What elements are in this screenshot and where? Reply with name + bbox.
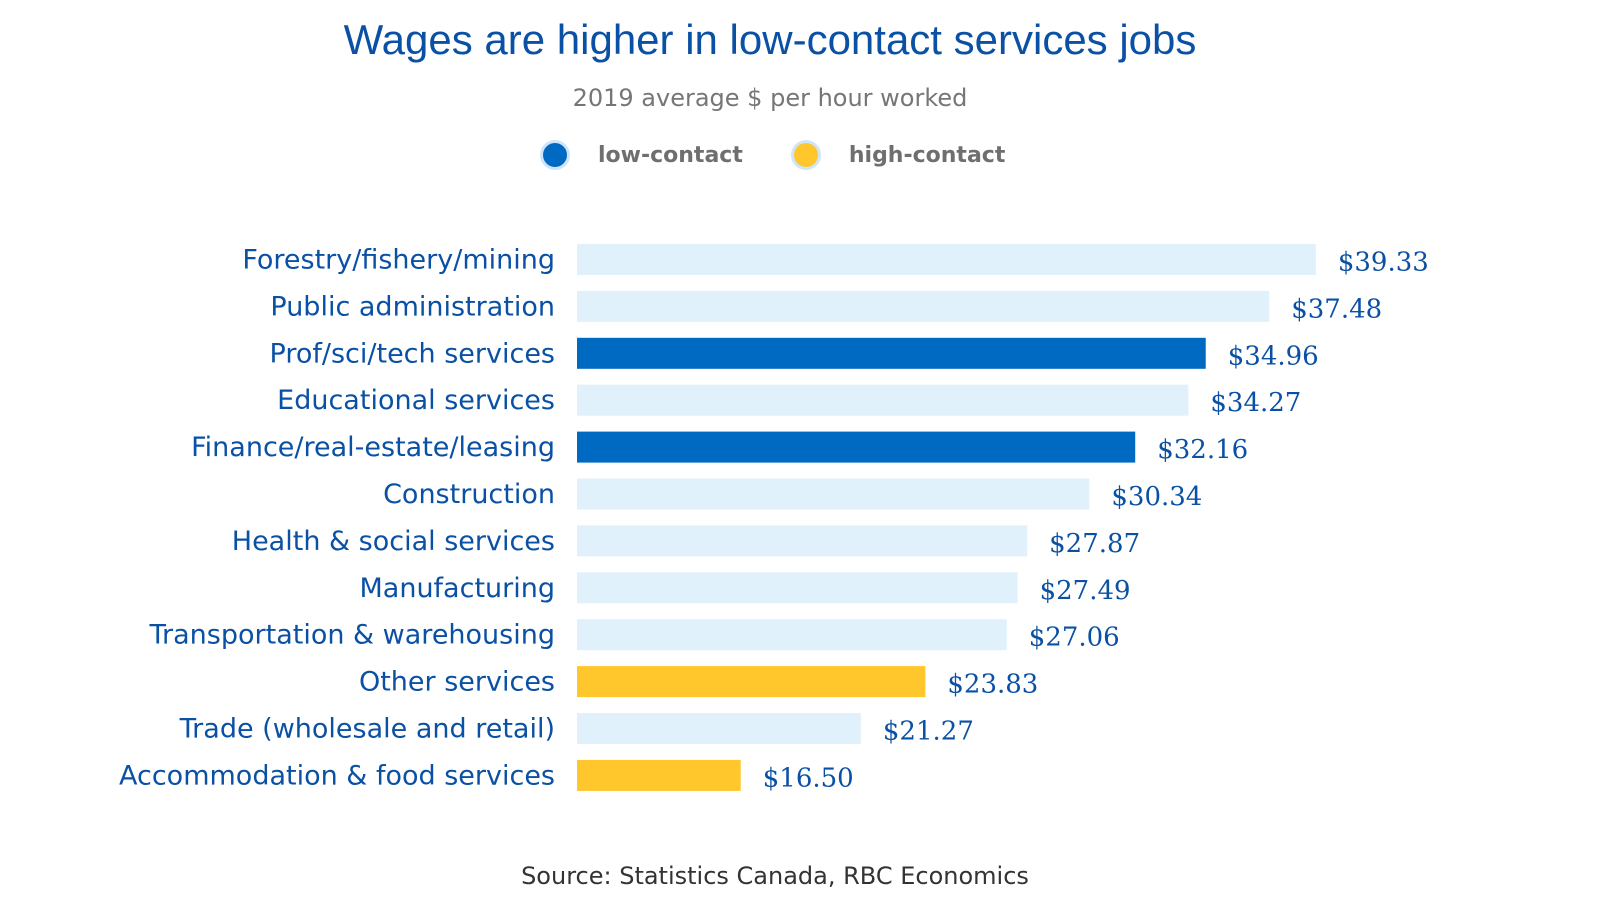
bar-finance-real-estate-leasing <box>577 431 1136 463</box>
bar-educational-services <box>577 384 1189 416</box>
bar-transportation-warehousing <box>577 619 1007 651</box>
bar-manufacturing <box>577 572 1018 604</box>
category-label-accommodation-food-services: Accommodation & food services <box>119 760 555 791</box>
category-label-finance-real-estate-leasing: Finance/real-estate/leasing <box>191 432 555 463</box>
legend-label-low-contact: low-contact <box>598 142 743 168</box>
bar-trade-wholesale-and-retail <box>577 713 861 744</box>
bar-forestry-fishery-mining <box>577 244 1316 275</box>
value-label-other-services: $23.83 <box>947 670 1038 700</box>
category-label-forestry-fishery-mining: Forestry/fishery/mining <box>242 245 555 276</box>
category-label-construction: Construction <box>383 479 555 510</box>
value-label-forestry-fishery-mining: $39.33 <box>1338 248 1429 278</box>
legend-label-high-contact: high-contact <box>848 142 1006 168</box>
source-note: Source: Statistics Canada, RBC Economics <box>521 862 1029 890</box>
category-label-manufacturing: Manufacturing <box>359 573 555 604</box>
value-label-educational-services: $34.27 <box>1210 388 1301 418</box>
value-label-trade-wholesale-and-retail: $21.27 <box>883 717 974 747</box>
legend: low-contact high-contact <box>540 137 1053 173</box>
bar-health-social-services <box>577 525 1028 557</box>
legend-swatch-high-contact <box>790 140 821 170</box>
legend-item-low-contact: low-contact <box>540 140 743 170</box>
value-label-construction: $30.34 <box>1111 482 1202 512</box>
value-label-finance-real-estate-leasing: $32.16 <box>1157 435 1248 465</box>
bar-public-administration <box>577 290 1270 322</box>
bar-prof-sci-tech-services <box>577 337 1206 369</box>
value-label-accommodation-food-services: $16.50 <box>763 763 854 793</box>
value-label-public-administration: $37.48 <box>1291 294 1382 324</box>
category-label-trade-wholesale-and-retail: Trade (wholesale and retail) <box>179 714 555 745</box>
chart-title: Wages are higher in low-contact services… <box>343 16 1197 63</box>
value-label-manufacturing: $27.49 <box>1040 576 1131 606</box>
category-label-public-administration: Public administration <box>270 291 555 322</box>
legend-item-high-contact: high-contact <box>790 140 1006 170</box>
value-label-prof-sci-tech-services: $34.96 <box>1228 341 1319 371</box>
chart-subtitle: 2019 average $ per hour worked <box>572 84 968 112</box>
category-label-health-social-services: Health & social services <box>232 526 555 557</box>
value-label-health-social-services: $27.87 <box>1049 529 1140 559</box>
category-label-prof-sci-tech-services: Prof/sci/tech services <box>270 338 555 369</box>
category-label-transportation-warehousing: Transportation & warehousing <box>149 620 556 651</box>
bar-accommodation-food-services <box>577 759 741 791</box>
bar-construction <box>577 478 1090 510</box>
category-label-educational-services: Educational services <box>277 385 555 416</box>
bar-other-services <box>577 666 926 698</box>
category-label-other-services: Other services <box>359 667 555 698</box>
value-label-transportation-warehousing: $27.06 <box>1029 623 1120 653</box>
legend-swatch-low-contact <box>540 140 570 170</box>
